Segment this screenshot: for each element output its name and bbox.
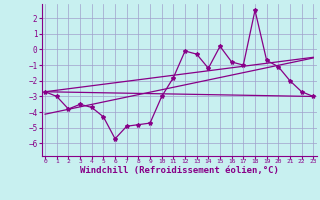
X-axis label: Windchill (Refroidissement éolien,°C): Windchill (Refroidissement éolien,°C) — [80, 166, 279, 175]
